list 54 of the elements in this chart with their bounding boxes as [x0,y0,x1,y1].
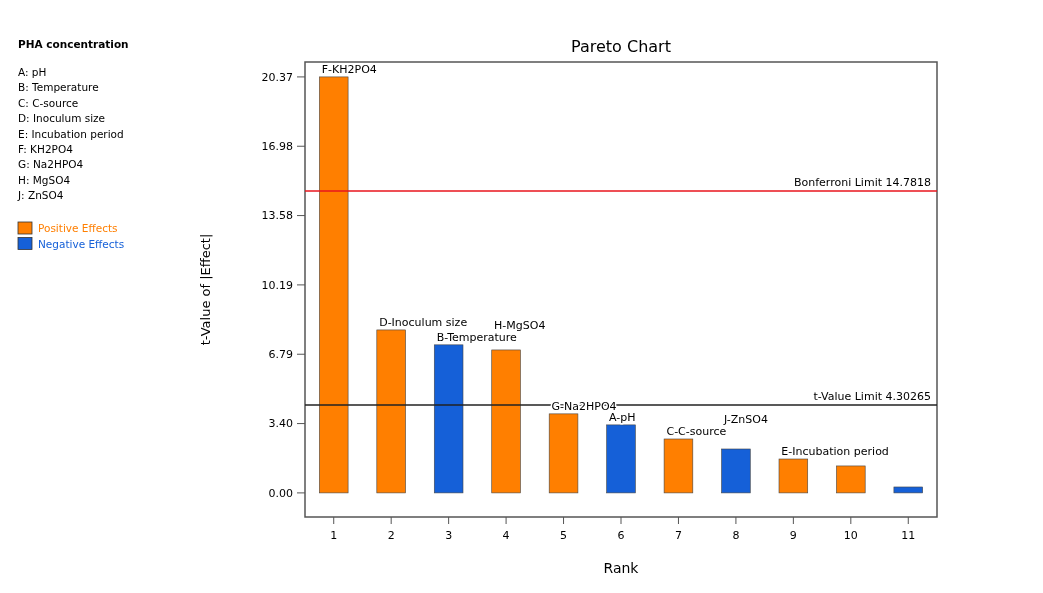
x-tick-label: 5 [560,529,568,542]
text: D: Inoculum size [18,112,106,125]
x-tick-label: 4 [502,529,510,542]
bar [721,448,751,494]
annotation: C-C-source [666,424,727,438]
y-tick-label: 3.40 [268,417,293,431]
annotation: H-MgSO4 [494,318,546,332]
annotation: E-Incubation period [781,445,889,458]
y-tick-label: 13.58 [261,209,293,223]
bar [319,76,349,494]
x-tick-label: 8 [732,529,740,542]
bar [376,329,406,494]
y-axis-title: t-Value of |Effect| [198,233,213,346]
x-tick-label: 2 [387,529,395,542]
bar [893,486,923,494]
x-tick-label: 7 [674,529,682,542]
legend-label: Negative Effects [38,237,125,250]
y-tick-label: 20.37 [261,70,293,84]
text: F: KH2PO4 [18,143,74,155]
bar [606,424,636,494]
y-tick-label: 6.79 [268,348,293,362]
text: J: ZnSO4 [17,189,64,202]
x-tick-label: 1 [330,529,338,542]
annotation: A-pH [609,410,636,424]
text: E: Incubation period [18,127,124,140]
bar [778,458,809,494]
text: G: Na2HPO4 [18,158,84,171]
x-tick-label: 10 [843,529,858,542]
x-tick-label: 3 [445,529,453,542]
text: B: Temperature [18,81,99,94]
x-tick-label: 11 [901,529,916,542]
bar [491,349,521,494]
x-axis-title: Rank [603,560,640,576]
bar [836,465,866,494]
y-tick-label: 16.98 [261,140,293,154]
x-tick-label: 6 [617,529,625,542]
ref-line-label: Bonferroni Limit 14.7818 [793,176,931,190]
annotation: D-Inoculum size [379,315,468,329]
bar [548,413,579,494]
bar [433,344,464,494]
legend-title: PHA concentration [18,38,129,50]
y-tick-label: 0.00 [268,486,293,500]
text: A: pH [18,66,47,78]
text: C: C-source [18,96,79,109]
x-tick-label: 9 [789,529,797,542]
y-tick-label: 10.19 [261,278,293,292]
chart-title: Pareto Chart [571,37,671,56]
ref-line-label: t-Value Limit 4.30265 [813,390,931,404]
text: H: MgSO4 [18,173,71,186]
annotation: F-KH2PO4 [321,62,377,76]
bar [663,438,694,494]
legend-label: Positive Effects [38,222,118,234]
annotation: J-ZnSO4 [722,412,768,426]
annotation: B-Temperature [436,330,518,344]
